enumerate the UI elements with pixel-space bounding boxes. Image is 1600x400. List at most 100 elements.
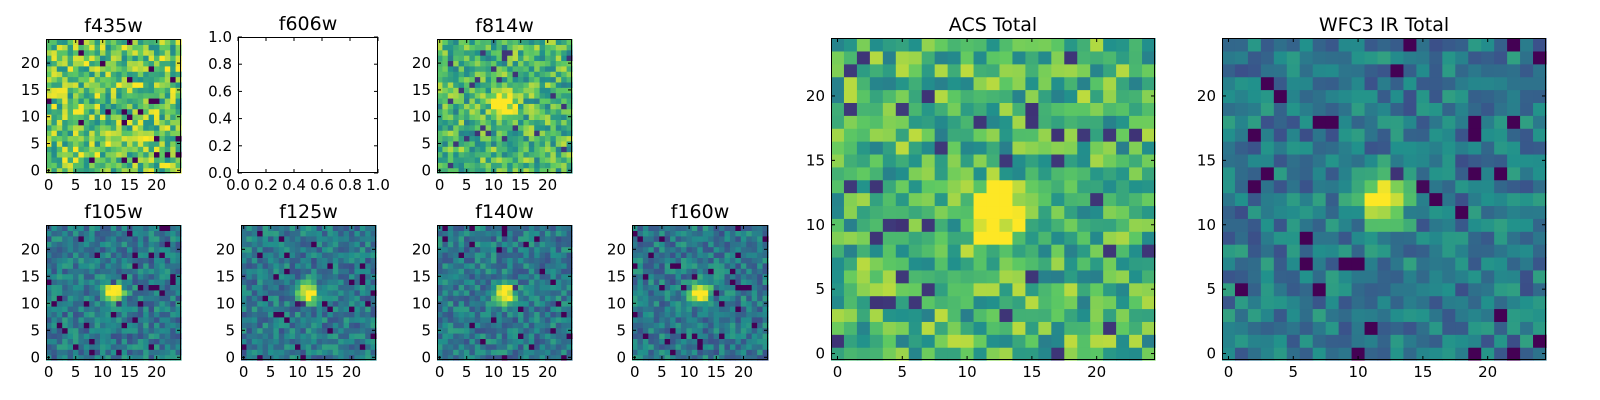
heatmap-cell bbox=[555, 235, 562, 242]
heatmap-cell bbox=[94, 108, 101, 115]
heatmap-cell bbox=[137, 235, 144, 242]
heatmap-cell bbox=[856, 63, 871, 78]
heatmap-cell bbox=[1025, 102, 1039, 116]
heatmap-cell bbox=[648, 354, 655, 361]
heatmap-cell bbox=[110, 162, 117, 169]
heatmap-cell bbox=[137, 311, 144, 318]
heatmap-cell bbox=[365, 354, 372, 361]
heatmap-cell bbox=[653, 225, 660, 231]
heatmap-cell bbox=[986, 50, 1001, 65]
heatmap-cell bbox=[370, 241, 377, 248]
heatmap-cell bbox=[1377, 282, 1392, 297]
heatmap-cell bbox=[78, 338, 85, 345]
heatmap-cell bbox=[110, 76, 117, 83]
heatmap-cell bbox=[708, 311, 715, 318]
heatmap-cell bbox=[485, 279, 492, 285]
heatmap-cell bbox=[73, 55, 79, 62]
heatmap-cell bbox=[322, 279, 328, 285]
heatmap-cell bbox=[338, 268, 345, 275]
heatmap-cell bbox=[322, 273, 328, 280]
heatmap-cell bbox=[464, 119, 470, 126]
heatmap-cell bbox=[856, 141, 871, 155]
heatmap-cell bbox=[1234, 256, 1249, 271]
heatmap-cell bbox=[437, 284, 443, 291]
heatmap-cell bbox=[159, 146, 166, 153]
heatmap-cell bbox=[100, 300, 106, 307]
heatmap-cell bbox=[1312, 321, 1327, 335]
heatmap-cell bbox=[251, 289, 258, 296]
heatmap-cell bbox=[480, 333, 487, 339]
heatmap-cell bbox=[1247, 192, 1262, 207]
heatmap-cell bbox=[127, 273, 133, 280]
heatmap-cell bbox=[496, 39, 503, 45]
heatmap-cell bbox=[648, 262, 655, 269]
heatmap-cell bbox=[127, 119, 133, 126]
heatmap-cell bbox=[289, 333, 296, 339]
heatmap-cell bbox=[539, 349, 546, 356]
heatmap-cell bbox=[175, 55, 182, 62]
heatmap-cell bbox=[686, 349, 693, 356]
heatmap-cell bbox=[121, 76, 128, 83]
heatmap-cell bbox=[528, 97, 535, 104]
heatmap-cell bbox=[632, 268, 639, 275]
heatmap-cell bbox=[365, 262, 372, 269]
heatmap-cell bbox=[262, 241, 269, 248]
heatmap-cell bbox=[273, 246, 280, 253]
heatmap-cell bbox=[132, 92, 139, 99]
heatmap-cell bbox=[566, 49, 573, 56]
heatmap-cell bbox=[1468, 192, 1482, 207]
heatmap-cell bbox=[289, 349, 296, 356]
heatmap-cell bbox=[496, 97, 503, 104]
heatmap-cell bbox=[300, 241, 307, 248]
heatmap-cell bbox=[947, 308, 962, 322]
heatmap-cell bbox=[437, 151, 443, 158]
heatmap-cell bbox=[154, 289, 160, 296]
heatmap-cell bbox=[1416, 321, 1430, 335]
heatmap-cell bbox=[159, 246, 166, 253]
heatmap-cell bbox=[697, 268, 704, 275]
heatmap-cell bbox=[648, 316, 655, 323]
heatmap-cell bbox=[137, 257, 144, 264]
heatmap-cell bbox=[89, 39, 96, 45]
heatmap-cell bbox=[164, 44, 171, 51]
heatmap-cell bbox=[437, 316, 443, 323]
heatmap-cell bbox=[999, 50, 1014, 65]
heatmap-cell bbox=[73, 135, 79, 142]
heatmap-cell bbox=[523, 108, 530, 115]
heatmap-cell bbox=[735, 295, 742, 302]
heatmap-cell bbox=[137, 167, 144, 174]
heatmap-cell bbox=[757, 241, 764, 248]
heatmap-cell bbox=[1351, 231, 1366, 245]
heatmap-cell bbox=[62, 114, 69, 120]
heatmap-cell bbox=[354, 349, 361, 356]
heatmap-cell bbox=[496, 230, 503, 237]
heatmap-cell bbox=[1103, 244, 1117, 258]
heatmap-cell bbox=[1377, 205, 1392, 219]
heatmap-cell bbox=[735, 284, 742, 291]
heatmap-cell bbox=[1103, 256, 1117, 271]
heatmap-cell bbox=[278, 273, 285, 280]
heatmap-cell bbox=[94, 49, 101, 56]
heatmap-cell bbox=[545, 97, 551, 104]
y-tick-label: 10 bbox=[216, 294, 235, 312]
heatmap-cell bbox=[934, 347, 949, 361]
heatmap-cell bbox=[539, 119, 546, 126]
heatmap-cell bbox=[359, 235, 366, 242]
heatmap-cell bbox=[713, 235, 720, 242]
heatmap-cell bbox=[474, 327, 481, 334]
heatmap-cell bbox=[1103, 128, 1117, 142]
heatmap-cell bbox=[1064, 63, 1078, 78]
heatmap-cell bbox=[62, 71, 69, 78]
heatmap-cell bbox=[691, 295, 698, 302]
heatmap-cell bbox=[437, 156, 443, 163]
heatmap-cell bbox=[555, 327, 562, 334]
heatmap-cell bbox=[453, 76, 460, 83]
heatmap-cell bbox=[447, 279, 454, 285]
heatmap-cell bbox=[159, 354, 166, 361]
heatmap-cell bbox=[67, 289, 74, 296]
heatmap-cell bbox=[675, 284, 682, 291]
heatmap-cell bbox=[137, 252, 144, 258]
heatmap-cell bbox=[349, 241, 355, 248]
heatmap-cell bbox=[534, 252, 541, 258]
heatmap-cell bbox=[154, 156, 160, 163]
